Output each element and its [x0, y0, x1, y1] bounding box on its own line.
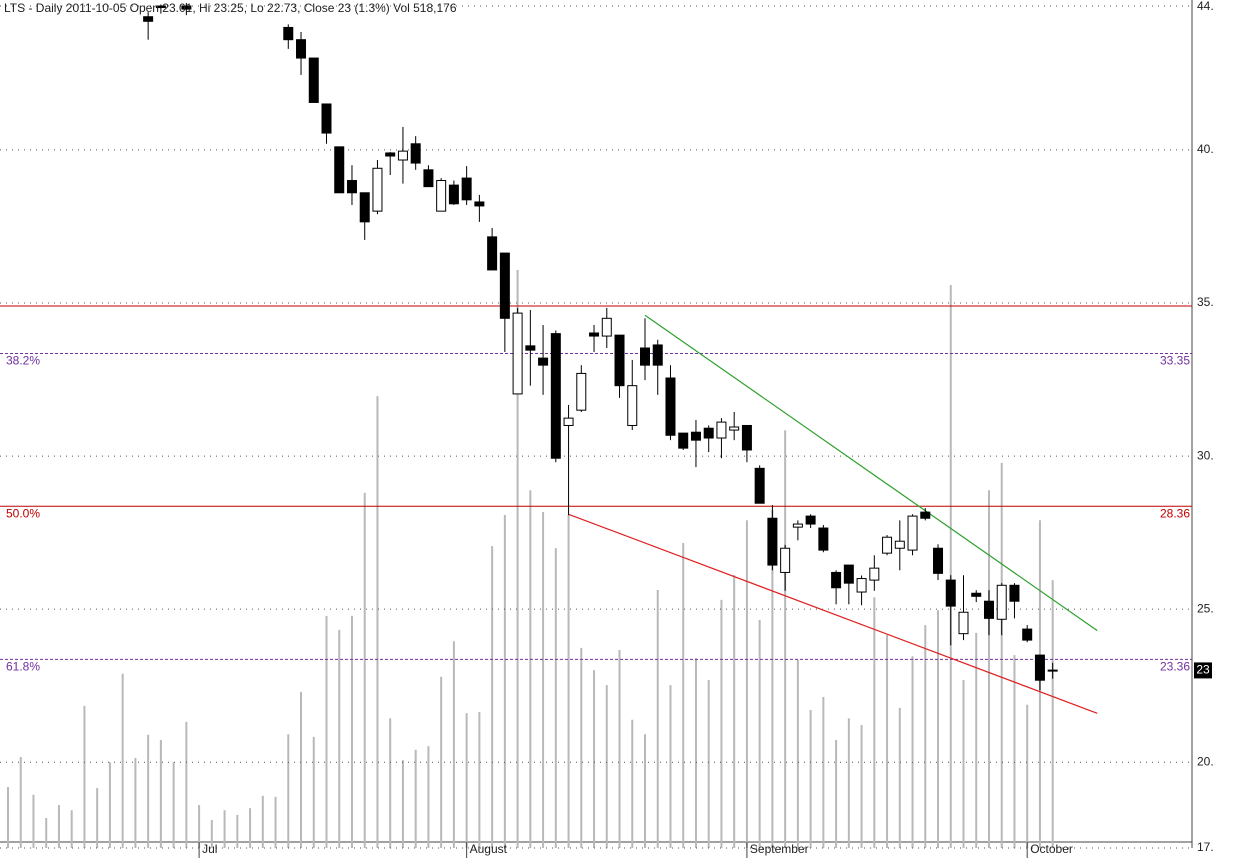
candle-body: [869, 567, 880, 581]
last-price-label: 23: [1196, 663, 1210, 677]
candle-body: [181, 5, 192, 10]
candle-body: [563, 417, 574, 426]
x-tick-label: Jul: [202, 842, 217, 856]
candle-layer: [143, 2, 1058, 691]
candle-body: [754, 467, 765, 504]
y-tick-label: 30.: [1197, 448, 1214, 462]
y-tick-label: 40.: [1197, 142, 1214, 156]
y-tick-label: 44.: [1197, 0, 1214, 13]
candle-body: [843, 564, 854, 584]
fib-level-value: 28.36: [1160, 506, 1190, 520]
candle-body: [397, 150, 408, 161]
candle-body: [933, 547, 944, 574]
candle-body: [143, 16, 154, 22]
candle-body: [958, 611, 969, 635]
candle-body: [703, 427, 714, 439]
candle-body: [321, 103, 332, 134]
candle-body: [538, 357, 549, 366]
candle-body: [805, 515, 816, 525]
candle-body: [996, 584, 1007, 620]
label-layer: 44. 40. 35. 30. 25. 20. 17. Jul August September O…: [6, 0, 1214, 858]
candle-body: [525, 345, 536, 351]
candle-body: [550, 333, 561, 459]
candle-body: [640, 347, 650, 366]
grid-layer: [0, 5, 1192, 849]
candle-body: [1022, 628, 1033, 641]
candle-body: [818, 527, 829, 551]
candle-body: [882, 536, 893, 554]
y-tick-label: 17.: [1197, 840, 1214, 854]
y-tick-label: 20.: [1197, 754, 1214, 768]
candle-body: [308, 57, 319, 103]
candle-body: [487, 236, 498, 271]
candle-body: [971, 592, 982, 597]
candle-body: [983, 600, 994, 619]
candle-body: [627, 385, 638, 426]
candle-body: [920, 511, 931, 519]
chart-title: LTS - Daily 2011-10-05 Open 23.01, Hi 23…: [4, 1, 457, 15]
x-tick-label: October: [1030, 842, 1073, 856]
candle-body: [856, 578, 867, 593]
candle-body: [894, 540, 905, 549]
candle-body: [1034, 654, 1045, 681]
candle-body: [614, 334, 625, 387]
candle-body: [410, 143, 421, 164]
candle-body: [729, 426, 740, 431]
candle-body: [155, 5, 166, 9]
candle-body: [359, 192, 370, 223]
candle-body: [474, 201, 485, 207]
trendline: [568, 513, 1098, 714]
candle-body: [346, 180, 357, 194]
candle-body: [665, 377, 676, 436]
trendline: [644, 314, 1098, 632]
candle-body: [652, 344, 663, 366]
candle-body: [907, 515, 918, 551]
candle-body: [334, 146, 345, 194]
candle-body: [780, 547, 791, 573]
candle-body: [767, 517, 778, 566]
candle-body: [499, 252, 510, 319]
candle-body: [792, 523, 803, 528]
candle-body: [296, 39, 307, 59]
candle-body: [423, 169, 434, 188]
x-tick-label: September: [750, 842, 809, 856]
fib-level-label: 50.0%: [6, 506, 40, 520]
candle-body: [436, 180, 447, 212]
candle-body: [461, 177, 472, 201]
candle-body: [283, 26, 294, 41]
candle-body: [372, 167, 383, 212]
candle-body: [576, 372, 587, 411]
candle-body: [831, 571, 842, 589]
candle-body: [741, 424, 752, 451]
candle-body: [1047, 669, 1058, 672]
fib-level-value: 23.36: [1160, 660, 1190, 674]
last-price-box: [1194, 662, 1212, 679]
fib-level-value: 33.35: [1160, 354, 1190, 368]
candle-body: [601, 317, 612, 337]
candle-body: [716, 421, 727, 439]
candle-body: [589, 332, 600, 337]
fib-level-label: 61.8%: [6, 660, 40, 674]
y-tick-label: 35.: [1197, 295, 1214, 309]
x-tick-label: August: [470, 842, 508, 856]
candle-body: [512, 312, 523, 395]
candle-body: [1009, 584, 1020, 602]
candle-body: [690, 431, 701, 441]
overlay-layer: [0, 305, 1192, 714]
candle-body: [945, 579, 956, 607]
candle-body: [385, 152, 396, 157]
candle-body: [448, 184, 459, 205]
candle-body: [678, 432, 689, 449]
y-tick-label: 25.: [1197, 601, 1214, 615]
fib-level-label: 38.2%: [6, 354, 40, 368]
